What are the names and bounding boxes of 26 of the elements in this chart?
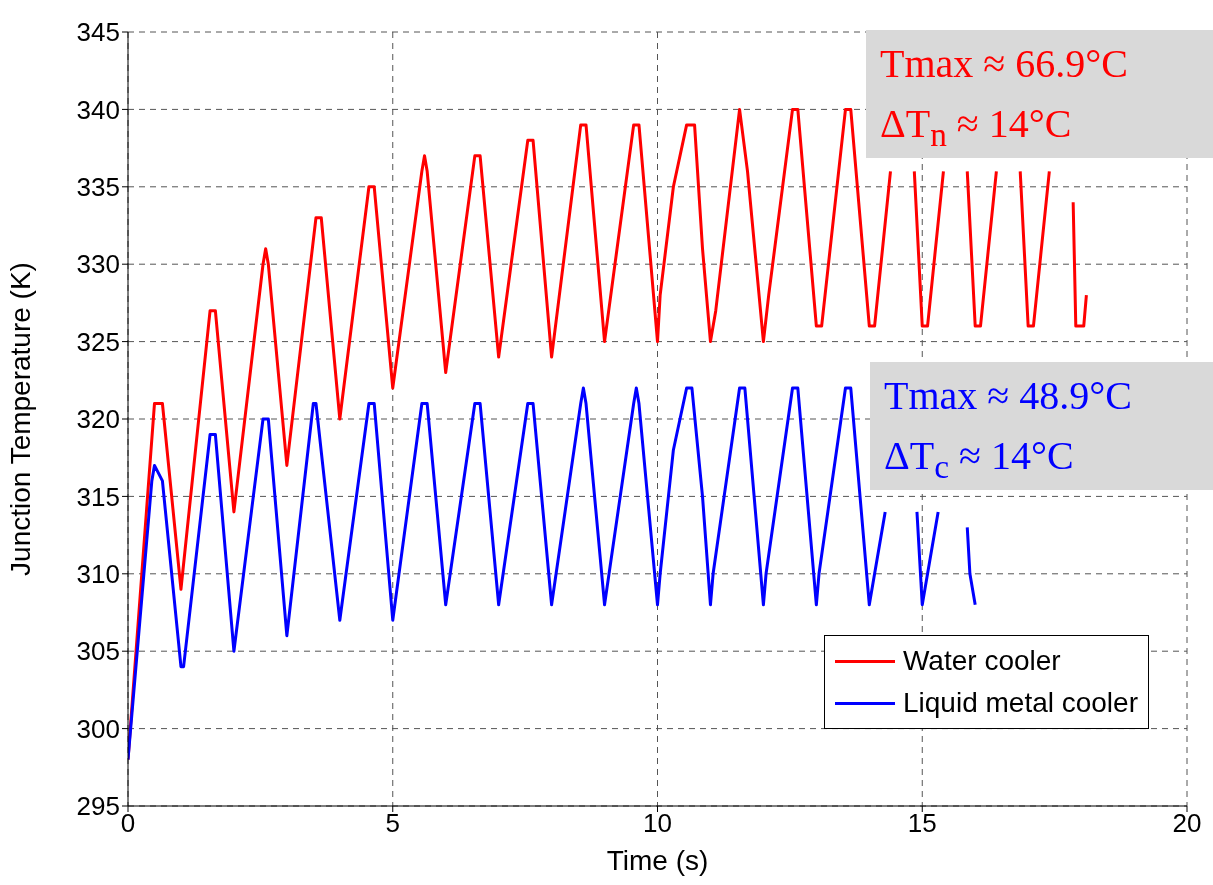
annotation: ΔT$_{c}$ ≈ 14°C xyxy=(884,432,1075,486)
x-axis-title: Time (s) xyxy=(606,845,709,876)
y-axis-title: Junction Temperature (K) xyxy=(4,262,36,576)
y-tick-label: 315 xyxy=(76,481,120,512)
y-tick-label: 345 xyxy=(76,17,120,48)
x-tick-label: 5 xyxy=(385,808,400,839)
y-tick-label: 320 xyxy=(76,404,120,435)
y-tick-label: 295 xyxy=(76,791,120,822)
annotation: Tmax ≈ 66.9°C xyxy=(880,40,1129,88)
legend-label: Liquid metal cooler xyxy=(902,686,1138,720)
y-tick-label: 340 xyxy=(76,94,120,125)
y-tick-label: 305 xyxy=(76,636,120,667)
annotation: Tmax ≈ 48.9°C xyxy=(884,372,1133,420)
x-tick-label: 10 xyxy=(643,808,672,839)
x-tick-label: 15 xyxy=(907,808,937,839)
legend-label: Water cooler xyxy=(902,644,1061,678)
y-tick-label: 325 xyxy=(76,326,120,357)
y-tick-label: 335 xyxy=(76,172,120,203)
y-tick-label: 300 xyxy=(76,713,120,744)
y-tick-label: 330 xyxy=(76,249,120,280)
annotation: ΔT$_{n}$ ≈ 14°C xyxy=(880,100,1073,154)
y-tick-label: 310 xyxy=(76,559,120,590)
note-box: Tmax ≈ 66.9°C ΔT$_{n}$ ≈ 14°C xyxy=(866,30,1213,158)
note-box: Tmax ≈ 48.9°C ΔT$_{c}$ ≈ 14°C xyxy=(870,362,1213,490)
x-tick-label: 0 xyxy=(120,808,136,839)
x-tick-label: 20 xyxy=(1172,808,1202,839)
